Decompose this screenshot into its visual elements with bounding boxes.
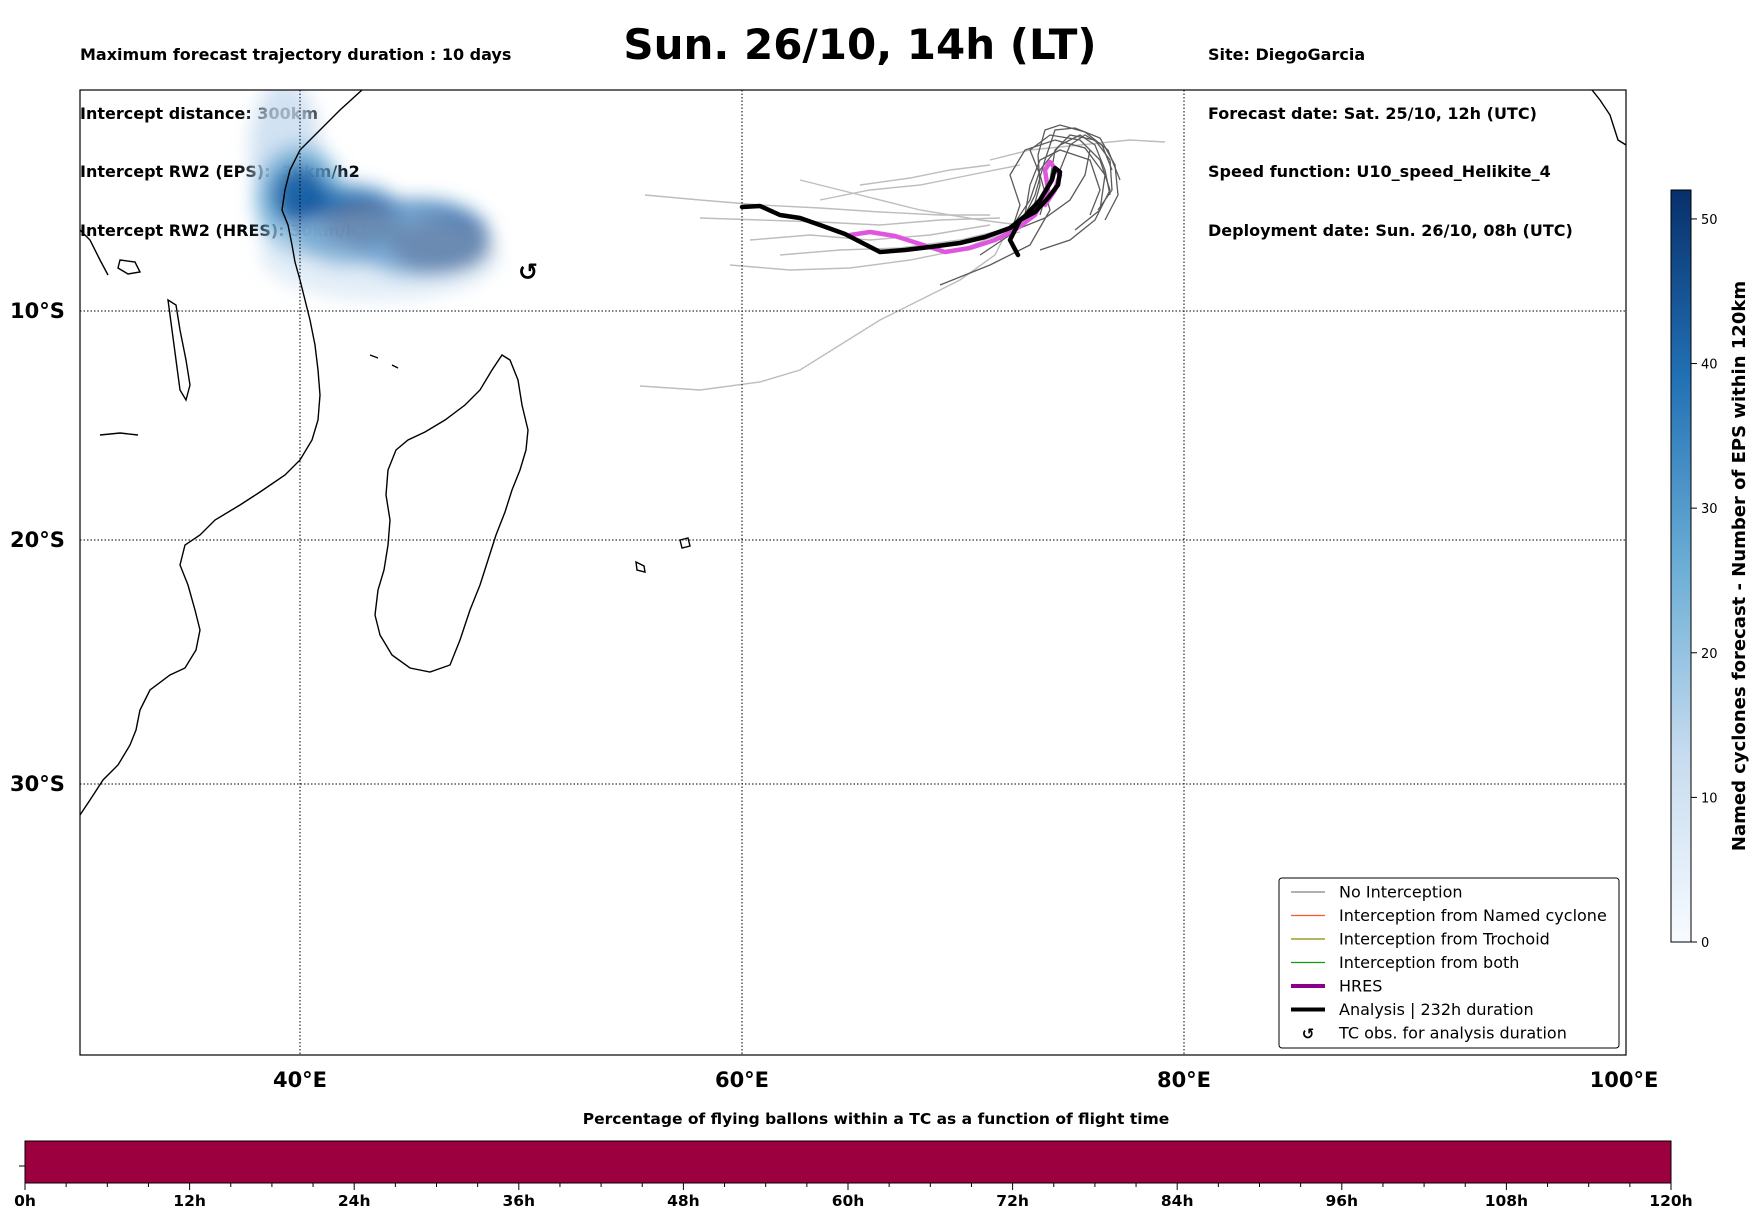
legend-box bbox=[1278, 877, 1620, 1049]
colorbar-tick-label: 30 bbox=[1701, 502, 1718, 517]
far-east-coast bbox=[1591, 90, 1626, 146]
longitude-labels: 40°E 60°E 80°E 100°E bbox=[273, 1068, 1658, 1092]
legend-label: Interception from both bbox=[1339, 953, 1519, 972]
flight-time-bar: 0h 12h 24h 36h 48h 60h 72h 84h 96h 108h 120h bbox=[14, 1140, 1693, 1210]
speed-function: Speed function: U10_speed_Helikite_4 bbox=[1208, 162, 1551, 181]
lon-label-80e: 80°E bbox=[1157, 1068, 1211, 1092]
lon-label-100e: 100°E bbox=[1590, 1068, 1659, 1092]
lat-label-20s: 20°S bbox=[10, 528, 65, 552]
legend-item: Analysis | 232h duration bbox=[1291, 1000, 1534, 1019]
bar-tick-label: 24h bbox=[338, 1192, 371, 1210]
colorbar-label: Named cyclones forecast - Number of EPS … bbox=[1729, 281, 1750, 851]
ensemble-tracks-dark bbox=[939, 124, 1121, 286]
bar-tick-label: 84h bbox=[1161, 1192, 1194, 1210]
gridlines bbox=[80, 90, 1626, 1055]
colorbar-tick-label: 50 bbox=[1701, 213, 1718, 228]
lake-victoria bbox=[117, 259, 142, 275]
latitude-labels: 10°S 20°S 30°S bbox=[10, 299, 65, 796]
colorbar-tick-label: 0 bbox=[1701, 936, 1709, 951]
bar-tick-label: 0h bbox=[14, 1192, 36, 1210]
colorbar-gradient bbox=[1670, 189, 1692, 943]
legend-item: ↺ TC obs. for analysis duration bbox=[1302, 1024, 1567, 1044]
legend-label: HRES bbox=[1339, 977, 1382, 996]
mascarene-islands bbox=[635, 537, 691, 573]
coastlines bbox=[80, 90, 1626, 816]
site-name: Site: DiegoGarcia bbox=[1208, 45, 1366, 64]
lon-label-60e: 60°E bbox=[715, 1068, 769, 1092]
lat-label-30s: 30°S bbox=[10, 772, 65, 796]
legend-item: Interception from both bbox=[1291, 953, 1519, 972]
legend-label: TC obs. for analysis duration bbox=[1338, 1024, 1567, 1043]
bar-tick-label: 96h bbox=[1325, 1192, 1358, 1210]
bar-tick-label: 12h bbox=[173, 1192, 206, 1210]
bar-tick-label: 108h bbox=[1485, 1192, 1528, 1210]
legend-label: Interception from Trochoid bbox=[1339, 930, 1550, 949]
madagascar-coast bbox=[374, 354, 529, 673]
ensemble-tracks-light bbox=[639, 139, 1166, 391]
bar-tick-label: 48h bbox=[667, 1192, 700, 1210]
map-frame bbox=[79, 89, 1627, 1056]
colorbar-tick-label: 20 bbox=[1701, 647, 1718, 662]
flight-time-bar-fill bbox=[24, 1140, 1672, 1184]
flight-time-bar-title: Percentage of flying ballons within a TC… bbox=[582, 1110, 1170, 1128]
tc-symbol-icon: ↺ bbox=[1302, 1025, 1315, 1043]
legend-label: No Interception bbox=[1339, 883, 1463, 902]
analysis-track bbox=[739, 165, 1063, 258]
site-info: Site: DiegoGarcia Forecast date: Sat. 25… bbox=[1208, 6, 1573, 260]
tc-observation-marker: ↺ bbox=[518, 258, 538, 286]
lake-malawi bbox=[99, 432, 139, 436]
page-title: Sun. 26/10, 14h (LT) bbox=[623, 20, 1097, 69]
legend-item: HRES bbox=[1291, 977, 1382, 996]
legend-item: Interception from Named cyclone bbox=[1291, 906, 1607, 925]
param-trajectory-duration: Maximum forecast trajectory duration : 1… bbox=[80, 45, 512, 64]
africa-coast bbox=[80, 90, 363, 816]
deployment-date: Deployment date: Sun. 26/10, 08h (UTC) bbox=[1208, 220, 1573, 240]
africa-west-piece bbox=[80, 229, 109, 276]
bar-tick-label: 36h bbox=[502, 1192, 535, 1210]
bar-tick-label: 120h bbox=[1649, 1192, 1692, 1210]
eps-density-field bbox=[250, 90, 500, 300]
lat-label-10s: 10°S bbox=[10, 299, 65, 323]
map-area: ↺ bbox=[80, 90, 1626, 1055]
lake-tanganyika bbox=[167, 298, 191, 402]
legend: No Interception Interception from Named c… bbox=[1278, 877, 1620, 1049]
bar-tick-label: 72h bbox=[996, 1192, 1029, 1210]
legend-label: Interception from Named cyclone bbox=[1339, 906, 1607, 925]
comoros bbox=[369, 354, 399, 369]
colorbar: 0 10 20 30 40 50 Named cyclones forecast - Nu… bbox=[1670, 189, 1750, 951]
colorbar-tick-label: 10 bbox=[1701, 791, 1718, 806]
forecast-date: Forecast date: Sat. 25/10, 12h (UTC) bbox=[1208, 103, 1537, 123]
bar-tick-label: 60h bbox=[832, 1192, 865, 1210]
legend-item: Interception from Trochoid bbox=[1291, 930, 1550, 949]
legend-item: No Interception bbox=[1291, 883, 1463, 902]
colorbar-tick-label: 40 bbox=[1701, 358, 1718, 373]
legend-label: Analysis | 232h duration bbox=[1339, 1000, 1534, 1019]
lon-label-40e: 40°E bbox=[273, 1068, 327, 1092]
